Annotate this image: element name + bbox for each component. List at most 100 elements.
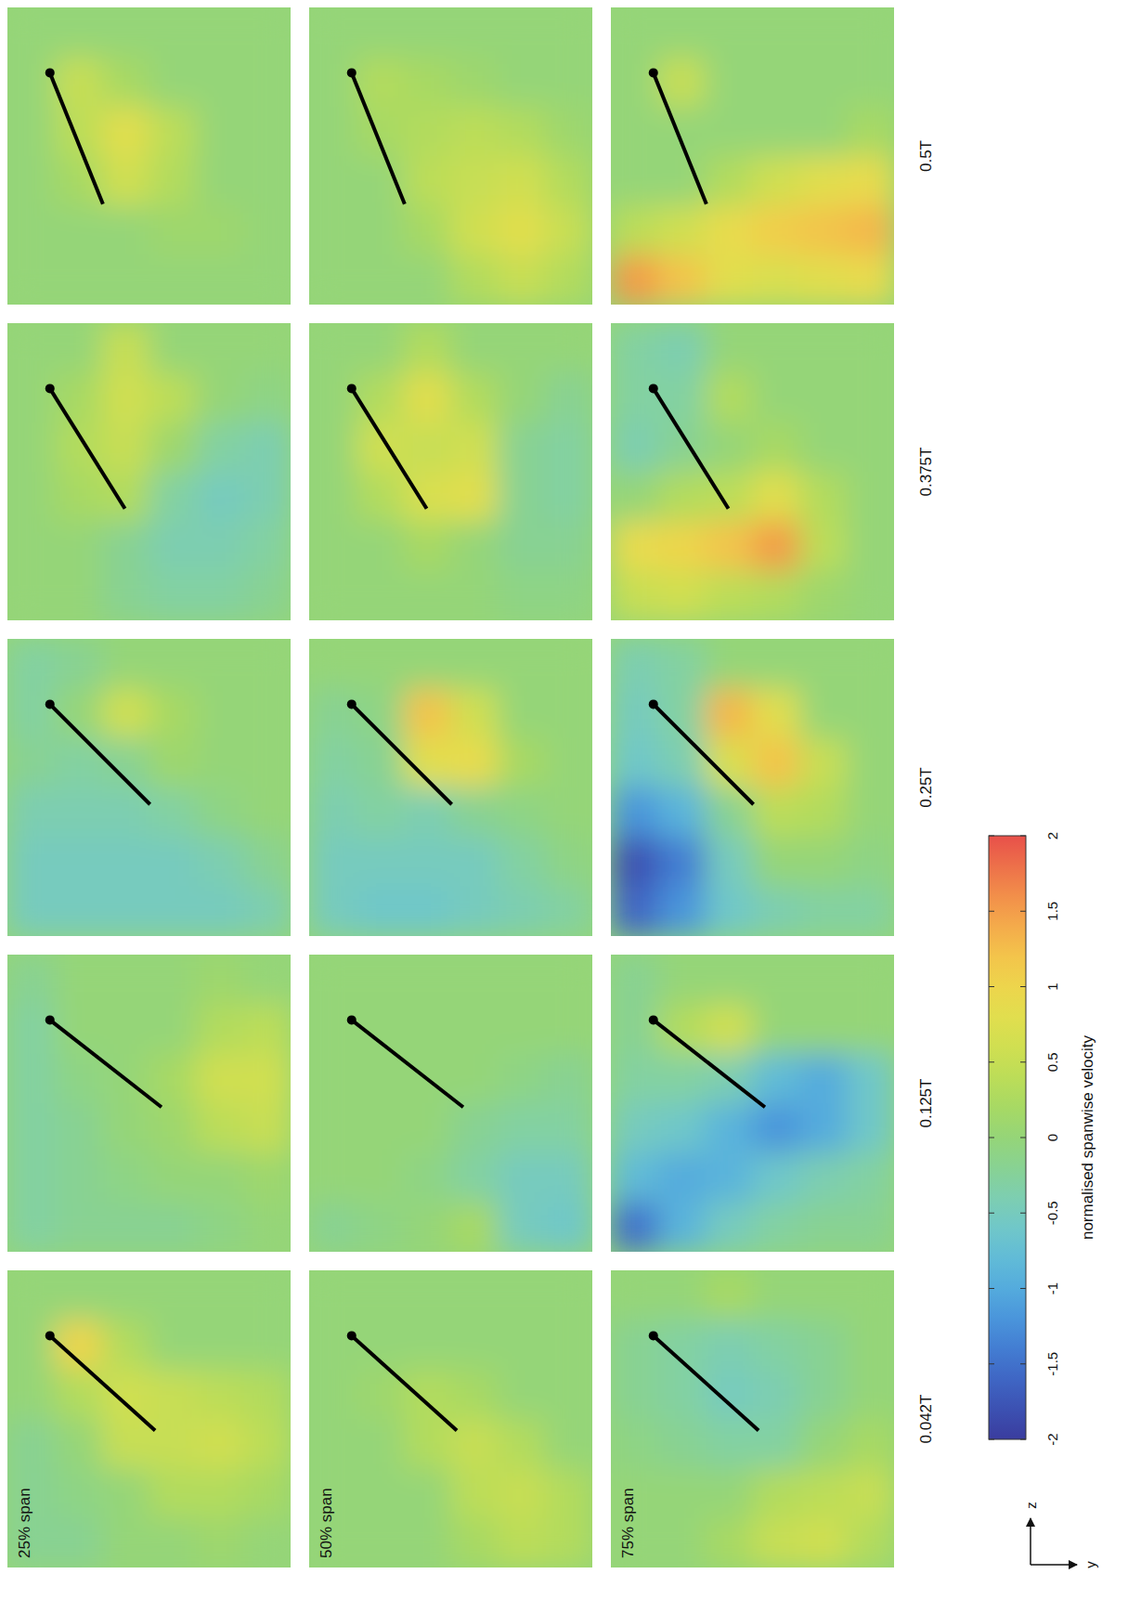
colorbar: -2-1.5-1-0.500.511.52normalised spanwise… bbox=[988, 831, 1097, 1446]
velocity-cell bbox=[658, 1517, 706, 1568]
velocity-cell bbox=[54, 372, 103, 423]
velocity-cell bbox=[752, 106, 801, 157]
velocity-cell bbox=[149, 372, 197, 423]
velocity-cell bbox=[544, 372, 593, 423]
velocity-cell bbox=[7, 1319, 55, 1370]
velocity-cell bbox=[544, 1517, 593, 1568]
velocity-cell bbox=[846, 954, 895, 1005]
velocity-cell bbox=[403, 1152, 452, 1203]
velocity-cell bbox=[658, 1418, 706, 1469]
velocity-cell bbox=[846, 1152, 895, 1203]
velocity-cell bbox=[705, 1102, 753, 1154]
velocity-cell bbox=[7, 520, 55, 571]
velocity-cell bbox=[544, 7, 593, 58]
velocity-cell bbox=[309, 1102, 357, 1154]
velocity-cell bbox=[149, 836, 197, 887]
velocity-cell bbox=[195, 1053, 244, 1104]
velocity-cell bbox=[356, 638, 404, 689]
velocity-cell bbox=[544, 638, 593, 689]
velocity-cell bbox=[846, 836, 895, 887]
velocity-cell bbox=[610, 1418, 659, 1469]
velocity-cell bbox=[195, 1270, 244, 1321]
velocity-cell bbox=[451, 155, 499, 207]
velocity-cell bbox=[309, 1152, 357, 1203]
velocity-field bbox=[7, 638, 291, 936]
velocity-cell bbox=[149, 1517, 197, 1568]
velocity-cell bbox=[799, 255, 847, 305]
plate-pivot bbox=[648, 699, 659, 709]
velocity-cell bbox=[705, 422, 753, 473]
velocity-cell bbox=[403, 323, 452, 374]
velocity-cell bbox=[752, 1418, 801, 1469]
plate bbox=[351, 388, 428, 508]
velocity-cell bbox=[846, 372, 895, 423]
axis-arrow bbox=[1030, 1563, 1077, 1566]
velocity-cell bbox=[451, 323, 499, 374]
velocity-cell bbox=[356, 422, 404, 473]
velocity-cell bbox=[149, 1319, 197, 1370]
velocity-cell bbox=[705, 836, 753, 887]
velocity-cell bbox=[497, 1270, 545, 1321]
velocity-cell bbox=[658, 1053, 706, 1104]
velocity-cell bbox=[356, 886, 404, 936]
panel bbox=[7, 1270, 291, 1568]
velocity-cell bbox=[195, 787, 244, 838]
velocity-cell bbox=[610, 1270, 659, 1321]
velocity-cell bbox=[54, 570, 103, 621]
velocity-cell bbox=[356, 738, 404, 789]
velocity-cell bbox=[403, 570, 452, 621]
velocity-cell bbox=[403, 56, 452, 107]
velocity-cell bbox=[149, 954, 197, 1005]
velocity-cell bbox=[149, 1003, 197, 1054]
velocity-cell bbox=[195, 56, 244, 107]
velocity-cell bbox=[451, 570, 499, 621]
velocity-cell bbox=[309, 886, 357, 936]
panel-background bbox=[610, 323, 895, 621]
velocity-cell bbox=[309, 56, 357, 107]
panel bbox=[610, 323, 895, 621]
velocity-cell bbox=[7, 886, 55, 936]
velocity-cell bbox=[497, 954, 545, 1005]
velocity-cell bbox=[102, 422, 150, 473]
velocity-cell bbox=[658, 638, 706, 689]
velocity-cell bbox=[356, 7, 404, 58]
velocity-cell bbox=[7, 1202, 55, 1252]
velocity-cell bbox=[658, 886, 706, 936]
velocity-cell bbox=[243, 520, 291, 571]
velocity-cell bbox=[102, 1102, 150, 1154]
panel bbox=[610, 7, 895, 305]
velocity-cell bbox=[610, 471, 659, 522]
velocity-cell bbox=[658, 205, 706, 256]
velocity-cell bbox=[309, 520, 357, 571]
velocity-cell bbox=[7, 323, 55, 374]
velocity-cell bbox=[243, 1369, 291, 1420]
velocity-cell bbox=[243, 7, 291, 58]
velocity-cell bbox=[544, 1467, 593, 1518]
colorbar-tick-label: 1.5 bbox=[1044, 901, 1061, 921]
velocity-cell bbox=[799, 1152, 847, 1203]
span-label: 75% span bbox=[619, 1487, 637, 1558]
velocity-cell bbox=[356, 1467, 404, 1518]
velocity-cell bbox=[54, 1418, 103, 1469]
velocity-cell bbox=[7, 1270, 55, 1321]
velocity-cell bbox=[451, 836, 499, 887]
velocity-cell bbox=[195, 638, 244, 689]
velocity-cell bbox=[497, 1003, 545, 1054]
velocity-cell bbox=[243, 56, 291, 107]
velocity-cell bbox=[451, 738, 499, 789]
velocity-cell bbox=[752, 1102, 801, 1154]
velocity-cell bbox=[356, 255, 404, 305]
velocity-cell bbox=[658, 1202, 706, 1252]
velocity-cell bbox=[799, 1270, 847, 1321]
velocity-cell bbox=[309, 106, 357, 157]
plate-pivot bbox=[45, 1014, 55, 1025]
velocity-cell bbox=[544, 954, 593, 1005]
velocity-cell bbox=[705, 687, 753, 739]
velocity-cell bbox=[7, 687, 55, 739]
velocity-cell bbox=[309, 687, 357, 739]
velocity-cell bbox=[403, 1517, 452, 1568]
velocity-cell bbox=[658, 738, 706, 789]
velocity-cell bbox=[497, 205, 545, 256]
velocity-cell bbox=[149, 106, 197, 157]
velocity-cell bbox=[846, 520, 895, 571]
